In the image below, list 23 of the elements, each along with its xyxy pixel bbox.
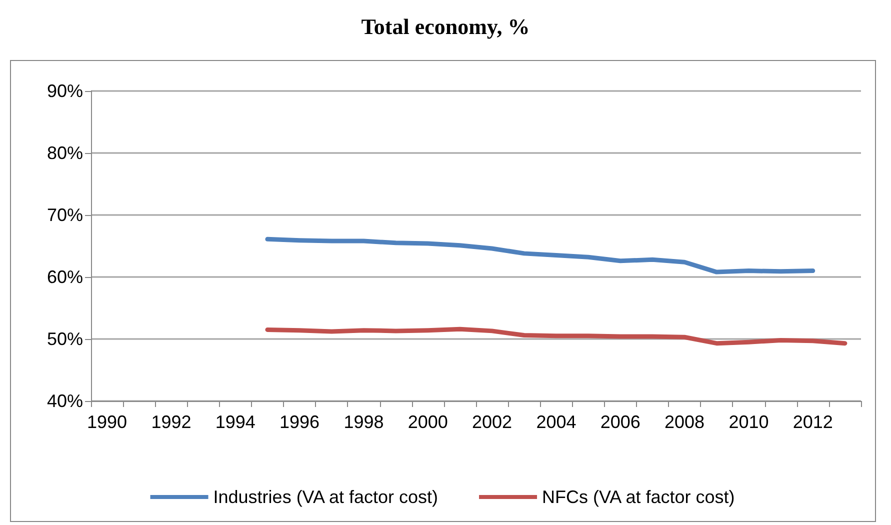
x-tick-label: 2000 [408,412,448,432]
x-tick-label: 2008 [664,412,705,432]
x-tick-label: 1998 [344,412,384,432]
y-tick-label: 60% [46,267,83,287]
line-series [265,326,848,346]
y-tick-label: 80% [46,143,83,163]
x-tick-label: 1996 [280,412,320,432]
x-tick-label: 2010 [728,412,769,432]
legend-label: NFCs (VA at factor cost) [542,487,735,507]
y-tick-label: 40% [46,391,83,411]
legend-label: Industries (VA at factor cost) [213,487,438,507]
y-tick-label: 70% [46,205,83,225]
x-tick-label: 1994 [215,412,256,432]
x-tick-label: 2012 [792,412,833,432]
x-tick-label: 2006 [600,412,640,432]
x-tick-label: 1992 [151,412,192,432]
chart-title: Total economy, % [360,14,531,40]
x-tick-label: 2002 [472,412,512,432]
x-tick-label: 1990 [87,412,128,432]
line-series [265,236,816,274]
y-tick-label: 90% [46,81,83,101]
x-tick-label: 2004 [536,412,576,432]
y-tick-label: 50% [46,329,83,349]
